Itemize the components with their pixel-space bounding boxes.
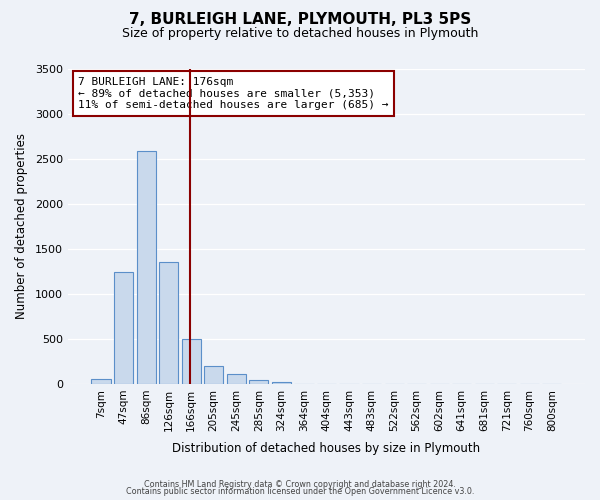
Text: 7 BURLEIGH LANE: 176sqm
← 89% of detached houses are smaller (5,353)
11% of semi: 7 BURLEIGH LANE: 176sqm ← 89% of detache… — [78, 77, 389, 110]
Text: Contains HM Land Registry data © Crown copyright and database right 2024.: Contains HM Land Registry data © Crown c… — [144, 480, 456, 489]
Y-axis label: Number of detached properties: Number of detached properties — [15, 134, 28, 320]
Bar — [204, 366, 223, 384]
Text: Size of property relative to detached houses in Plymouth: Size of property relative to detached ho… — [122, 28, 478, 40]
Bar — [137, 151, 155, 384]
Bar — [182, 339, 201, 384]
Bar — [159, 262, 178, 384]
X-axis label: Distribution of detached houses by size in Plymouth: Distribution of detached houses by size … — [172, 442, 481, 455]
Text: 7, BURLEIGH LANE, PLYMOUTH, PL3 5PS: 7, BURLEIGH LANE, PLYMOUTH, PL3 5PS — [129, 12, 471, 28]
Bar — [227, 374, 246, 384]
Bar — [91, 380, 110, 384]
Bar — [272, 382, 291, 384]
Text: Contains public sector information licensed under the Open Government Licence v3: Contains public sector information licen… — [126, 488, 474, 496]
Bar — [114, 272, 133, 384]
Bar — [249, 380, 268, 384]
